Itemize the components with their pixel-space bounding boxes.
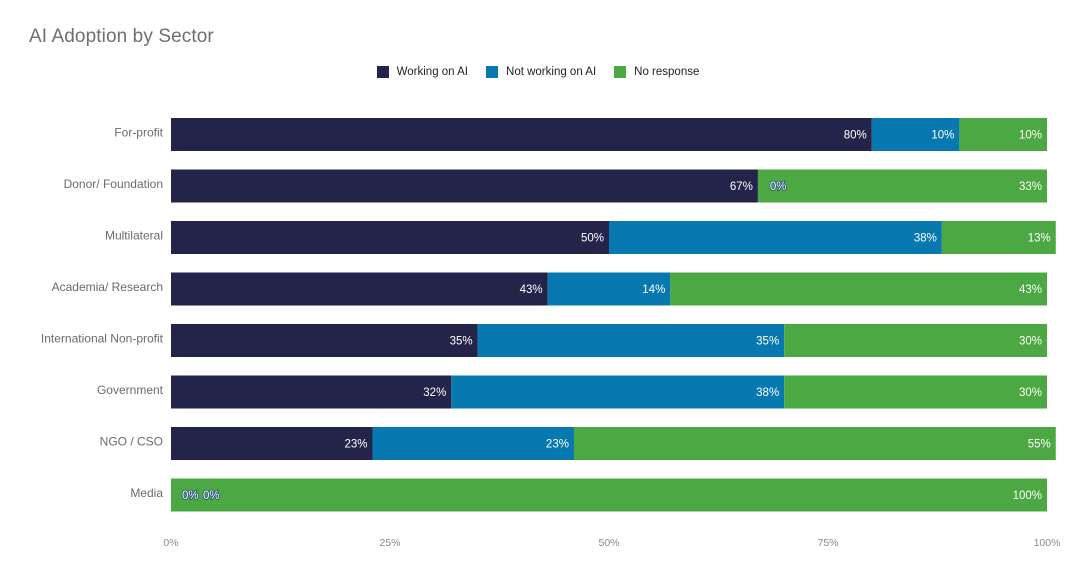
data-label-academia-research-no-response: 43%	[1019, 284, 1042, 296]
bar-donor-foundation-no-response[interactable]	[757, 169, 1047, 203]
bar-international-non-profit-working-on-ai[interactable]	[171, 324, 478, 357]
category-label-for-profit: For-profit	[114, 126, 163, 140]
data-label-academia-research-working-on-ai: 43%	[520, 284, 543, 296]
legend-label-working: Working on AI	[396, 66, 469, 78]
bar-ngo-cso-working-on-ai[interactable]	[171, 427, 373, 460]
legend-item-no-response[interactable]: No response	[614, 66, 699, 78]
x-tick-label: 25%	[379, 537, 400, 549]
data-label-for-profit-not-working-on-ai: 10%	[931, 130, 954, 142]
bar-international-non-profit-not-working-on-ai[interactable]	[477, 324, 785, 357]
data-label-academia-research-not-working-on-ai: 14%	[642, 284, 665, 296]
bar-donor-foundation-working-on-ai[interactable]	[171, 169, 758, 203]
data-label-for-profit-working-on-ai: 80%	[844, 130, 867, 142]
data-label-for-profit-no-response: 10%	[1019, 130, 1042, 142]
bar-government-not-working-on-ai[interactable]	[451, 375, 785, 409]
bar-for-profit-no-response[interactable]	[959, 118, 1047, 151]
legend-label-no-response: No response	[634, 66, 700, 78]
data-label-government-not-working-on-ai: 38%	[756, 387, 779, 399]
category-label-international-non-profit: International Non-profit	[41, 332, 164, 346]
data-label-government-working-on-ai: 32%	[423, 387, 446, 399]
chart-title: AI Adoption by Sector	[29, 26, 214, 47]
legend-item-working[interactable]: Working on AI	[376, 66, 469, 78]
data-label-government-no-response: 30%	[1019, 387, 1042, 399]
bar-media-no-response[interactable]	[171, 478, 1047, 512]
legend-swatch-no-response	[614, 66, 627, 78]
bar-multilateral-not-working-on-ai[interactable]	[609, 221, 942, 254]
bar-for-profit-not-working-on-ai[interactable]	[871, 118, 960, 151]
bar-multilateral-working-on-ai[interactable]	[171, 221, 609, 254]
data-label-donor-foundation-no-response: 33%	[1019, 181, 1042, 193]
bar-academia-research-no-response[interactable]	[670, 272, 1047, 306]
data-label-media-working-on-ai: 0%	[182, 490, 199, 502]
data-label-international-non-profit-working-on-ai: 35%	[450, 336, 473, 348]
data-label-ngo-cso-no-response: 55%	[1028, 439, 1051, 451]
bar-academia-research-working-on-ai[interactable]	[171, 272, 548, 306]
data-label-donor-foundation-working-on-ai: 67%	[730, 181, 753, 193]
category-label-donor-foundation: Donor/ Foundation	[64, 177, 163, 191]
data-label-multilateral-not-working-on-ai: 38%	[914, 233, 937, 245]
bar-international-non-profit-no-response[interactable]	[784, 324, 1047, 357]
x-tick-label: 75%	[817, 537, 838, 549]
bar-ngo-cso-no-response[interactable]	[573, 427, 1056, 460]
x-tick-label: 0%	[163, 537, 178, 549]
x-tick-label: 100%	[1034, 537, 1061, 549]
data-label-multilateral-working-on-ai: 50%	[581, 233, 604, 245]
legend-item-not-working[interactable]: Not working on AI	[486, 66, 596, 78]
category-label-academia-research: Academia/ Research	[52, 280, 163, 294]
legend-swatch-not-working	[486, 66, 499, 78]
category-label-media: Media	[130, 486, 163, 500]
data-label-media-not-working-on-ai: 0%	[203, 490, 220, 502]
data-label-international-non-profit-no-response: 30%	[1019, 336, 1042, 348]
data-label-multilateral-no-response: 13%	[1028, 233, 1051, 245]
bar-academia-research-not-working-on-ai[interactable]	[547, 272, 671, 306]
bar-ngo-cso-not-working-on-ai[interactable]	[372, 427, 574, 460]
category-label-ngo-cso: NGO / CSO	[100, 435, 163, 449]
data-label-ngo-cso-not-working-on-ai: 23%	[546, 439, 569, 451]
bar-for-profit-working-on-ai[interactable]	[171, 118, 872, 151]
legend-swatch-working	[376, 66, 389, 78]
chart-legend: Working on AI Not working on AI No respo…	[0, 66, 1076, 78]
category-label-government: Government	[97, 383, 164, 397]
bar-government-working-on-ai[interactable]	[171, 375, 452, 409]
data-label-media-no-response: 100%	[1013, 490, 1042, 502]
legend-label-not-working: Not working on AI	[506, 66, 597, 78]
category-label-multilateral: Multilateral	[105, 229, 163, 243]
bar-government-no-response[interactable]	[784, 375, 1047, 409]
data-label-donor-foundation-not-working-on-ai: 0%	[770, 181, 787, 193]
data-label-international-non-profit-not-working-on-ai: 35%	[756, 336, 779, 348]
data-label-ngo-cso-working-on-ai: 23%	[344, 439, 367, 451]
x-tick-label: 50%	[598, 537, 619, 549]
bar-multilateral-no-response[interactable]	[941, 221, 1056, 254]
